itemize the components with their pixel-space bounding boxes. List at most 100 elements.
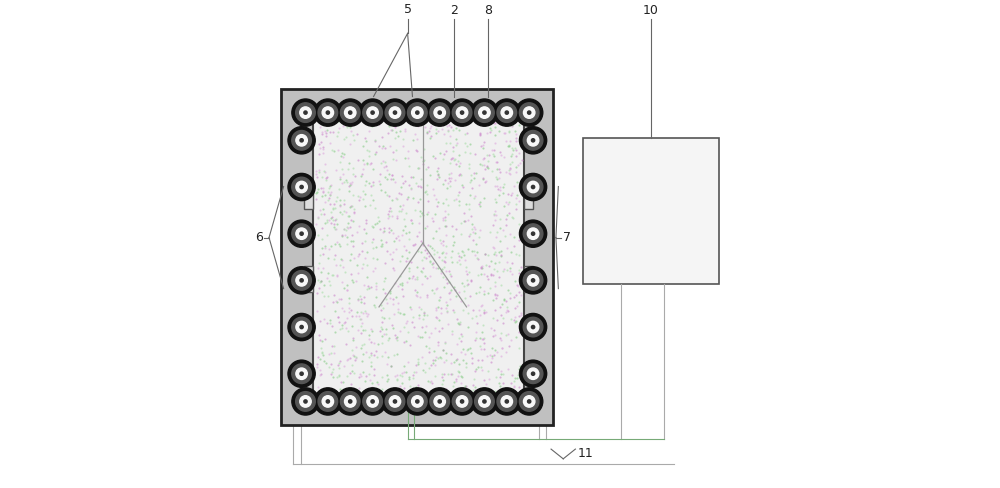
Circle shape — [479, 396, 490, 407]
Bar — [281, 89, 553, 425]
Circle shape — [531, 325, 535, 329]
Circle shape — [531, 372, 535, 375]
Circle shape — [519, 220, 547, 247]
Circle shape — [408, 392, 427, 411]
Bar — [583, 138, 719, 284]
Circle shape — [393, 111, 397, 114]
Circle shape — [288, 220, 315, 247]
Circle shape — [304, 111, 307, 114]
Circle shape — [296, 368, 307, 380]
Circle shape — [527, 321, 539, 333]
Circle shape — [493, 99, 520, 126]
Circle shape — [527, 368, 539, 380]
Circle shape — [412, 107, 423, 118]
Circle shape — [497, 392, 517, 411]
Bar — [304, 183, 313, 209]
Circle shape — [519, 392, 539, 411]
Text: 7: 7 — [563, 231, 571, 244]
Circle shape — [371, 400, 374, 403]
Circle shape — [292, 99, 319, 126]
Circle shape — [523, 130, 543, 150]
Circle shape — [471, 99, 498, 126]
Circle shape — [430, 103, 450, 122]
Circle shape — [322, 396, 334, 407]
Circle shape — [471, 388, 498, 415]
Circle shape — [412, 396, 423, 407]
Circle shape — [456, 107, 468, 118]
Circle shape — [426, 388, 453, 415]
Circle shape — [434, 396, 445, 407]
Circle shape — [505, 400, 508, 403]
Circle shape — [452, 392, 472, 411]
Circle shape — [438, 111, 441, 114]
Circle shape — [519, 267, 547, 294]
Circle shape — [523, 177, 543, 197]
Text: 2: 2 — [450, 4, 458, 17]
Circle shape — [408, 103, 427, 122]
Circle shape — [296, 275, 307, 286]
Circle shape — [528, 400, 531, 403]
Circle shape — [326, 400, 329, 403]
Circle shape — [523, 224, 543, 244]
Circle shape — [523, 107, 535, 118]
Circle shape — [416, 400, 419, 403]
Circle shape — [448, 99, 476, 126]
Circle shape — [531, 139, 535, 142]
Circle shape — [359, 99, 386, 126]
Circle shape — [385, 103, 405, 122]
Circle shape — [288, 360, 315, 387]
Circle shape — [426, 99, 453, 126]
Text: 6: 6 — [255, 231, 263, 244]
Circle shape — [296, 103, 315, 122]
Circle shape — [434, 107, 445, 118]
Circle shape — [404, 99, 431, 126]
Circle shape — [349, 400, 352, 403]
Circle shape — [363, 392, 382, 411]
Circle shape — [389, 396, 401, 407]
Circle shape — [519, 313, 547, 341]
Circle shape — [516, 99, 543, 126]
Circle shape — [381, 99, 409, 126]
Circle shape — [523, 270, 543, 290]
Circle shape — [385, 392, 405, 411]
Circle shape — [300, 232, 303, 235]
Circle shape — [349, 111, 352, 114]
Circle shape — [314, 99, 341, 126]
Circle shape — [505, 111, 508, 114]
Circle shape — [363, 103, 382, 122]
Text: 10: 10 — [643, 4, 659, 17]
Circle shape — [292, 270, 311, 290]
Circle shape — [340, 103, 360, 122]
Circle shape — [519, 127, 547, 154]
Circle shape — [475, 392, 494, 411]
Circle shape — [292, 130, 311, 150]
Circle shape — [501, 107, 513, 118]
Circle shape — [523, 364, 543, 384]
Circle shape — [367, 396, 378, 407]
Circle shape — [527, 228, 539, 240]
Circle shape — [300, 185, 303, 189]
Circle shape — [300, 279, 303, 282]
Circle shape — [438, 400, 441, 403]
Circle shape — [326, 111, 329, 114]
Circle shape — [337, 99, 364, 126]
Circle shape — [531, 279, 535, 282]
Circle shape — [359, 388, 386, 415]
Text: 5: 5 — [404, 3, 412, 16]
Circle shape — [483, 111, 486, 114]
Circle shape — [296, 181, 307, 193]
Circle shape — [288, 267, 315, 294]
Circle shape — [531, 185, 535, 189]
Bar — [524, 183, 533, 209]
Circle shape — [318, 392, 338, 411]
Circle shape — [404, 388, 431, 415]
Circle shape — [300, 107, 311, 118]
Circle shape — [516, 388, 543, 415]
Circle shape — [523, 396, 535, 407]
Circle shape — [519, 103, 539, 122]
Circle shape — [501, 396, 513, 407]
Circle shape — [460, 111, 464, 114]
Bar — [313, 119, 524, 396]
Circle shape — [292, 364, 311, 384]
Circle shape — [371, 111, 374, 114]
